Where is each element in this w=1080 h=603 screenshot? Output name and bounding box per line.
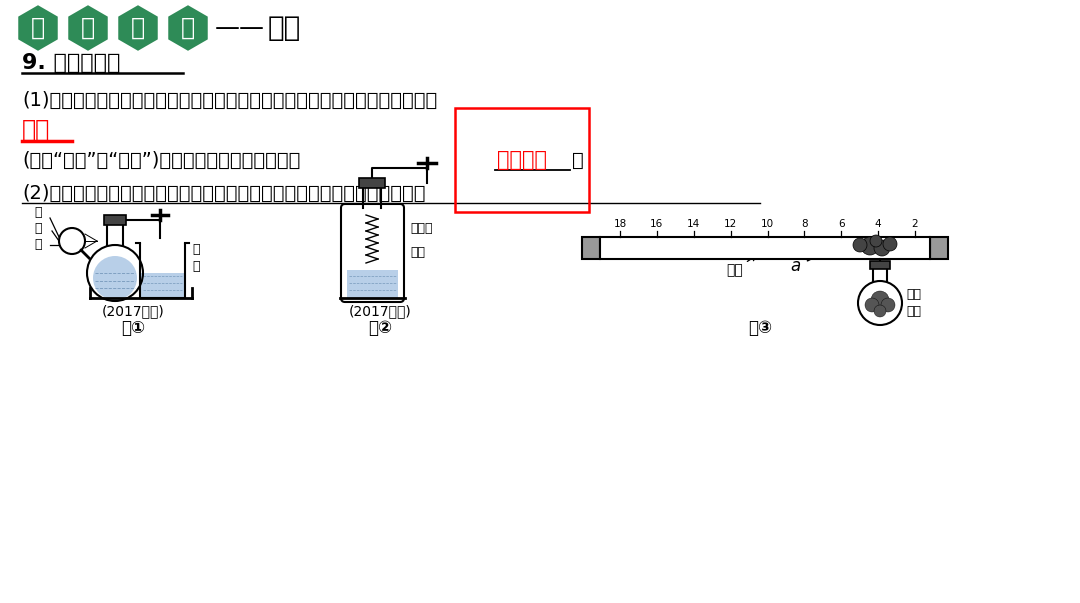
Text: ——: —— (215, 16, 265, 40)
Polygon shape (167, 4, 208, 52)
FancyBboxPatch shape (104, 215, 126, 225)
FancyBboxPatch shape (930, 237, 948, 259)
Text: 9. 装置的改进: 9. 装置的改进 (22, 53, 120, 73)
Text: 养: 养 (181, 16, 195, 40)
FancyBboxPatch shape (870, 261, 890, 269)
Text: (2)改进的思路：在实验过程中不打开装置，使装置始终保持密闭，如下图：: (2)改进的思路：在实验过程中不打开装置，使装置始终保持密闭，如下图： (22, 183, 426, 203)
Text: (选填“偏大”或“偏小”)；红磷在空气中燃烧会造成: (选填“偏大”或“偏小”)；红磷在空气中燃烧会造成 (22, 151, 300, 169)
Text: 空气污染: 空气污染 (497, 150, 546, 170)
Text: 18: 18 (613, 219, 626, 229)
Text: 素: 素 (131, 16, 145, 40)
Text: 图③: 图③ (748, 319, 772, 337)
Circle shape (861, 237, 879, 255)
Circle shape (870, 235, 882, 247)
Text: 电热丝: 电热丝 (410, 221, 432, 235)
Circle shape (881, 298, 895, 312)
Circle shape (883, 237, 897, 251)
Text: 红磷: 红磷 (410, 247, 426, 259)
Polygon shape (118, 4, 159, 52)
Text: 2: 2 (912, 219, 918, 229)
Text: 4: 4 (875, 219, 881, 229)
Text: 12: 12 (724, 219, 738, 229)
Polygon shape (67, 4, 109, 52)
Text: 6: 6 (838, 219, 845, 229)
Circle shape (870, 291, 889, 309)
Text: 图②: 图② (368, 319, 392, 337)
Text: 太
阳
光: 太 阳 光 (35, 206, 42, 250)
FancyBboxPatch shape (600, 237, 930, 259)
FancyBboxPatch shape (141, 273, 184, 298)
FancyBboxPatch shape (582, 237, 600, 259)
Text: 。: 。 (572, 151, 584, 169)
Text: 16: 16 (650, 219, 663, 229)
Text: 心: 心 (81, 16, 95, 40)
Text: 14: 14 (687, 219, 700, 229)
Text: (2017鐵岭): (2017鐵岭) (349, 304, 411, 318)
Text: 图①: 图① (121, 319, 145, 337)
Polygon shape (17, 4, 58, 52)
Text: (2017日照): (2017日照) (102, 304, 164, 318)
Text: 创新: 创新 (268, 14, 301, 42)
Text: 10: 10 (761, 219, 774, 229)
Circle shape (874, 305, 886, 317)
Text: (1)改进的原因：燃着的红磷伸入集气瓶时，空气受热膨胀递出，会使测量结果: (1)改进的原因：燃着的红磷伸入集气瓶时，空气受热膨胀递出，会使测量结果 (22, 90, 437, 110)
Text: 8: 8 (801, 219, 808, 229)
FancyBboxPatch shape (359, 178, 384, 188)
Circle shape (853, 238, 867, 252)
Circle shape (874, 240, 890, 256)
Circle shape (93, 256, 137, 300)
FancyBboxPatch shape (347, 270, 399, 298)
Text: 偏大: 偏大 (22, 118, 51, 142)
Circle shape (865, 298, 879, 312)
Text: 空气: 空气 (727, 263, 743, 277)
Text: a: a (789, 257, 800, 275)
Text: 足量
红磷: 足量 红磷 (906, 288, 921, 318)
Text: 核: 核 (31, 16, 45, 40)
Text: 白
磷: 白 磷 (192, 243, 200, 273)
